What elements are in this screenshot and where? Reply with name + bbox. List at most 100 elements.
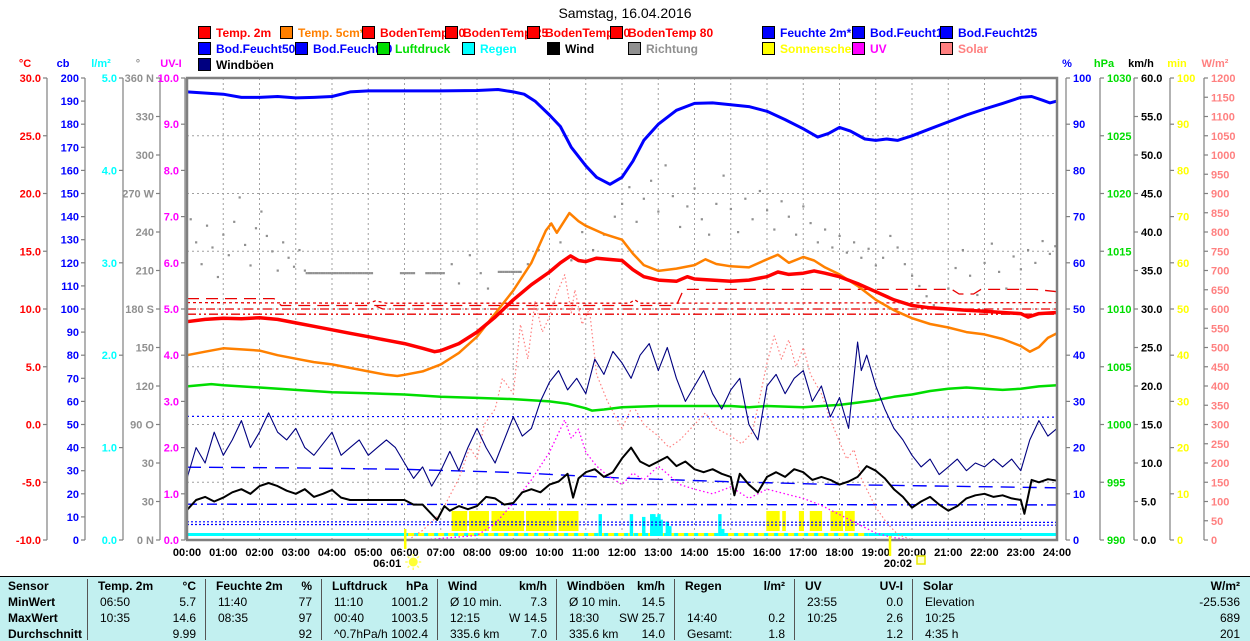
axis-tick-label: 1150 [1211,92,1235,104]
axis-tick-label: -5.0 [22,477,41,489]
x-axis-label: 08:00 [463,547,491,559]
direction-dot [537,248,540,252]
axis-tick-label: 55.0 [1141,112,1162,124]
direction-dot [925,295,928,298]
table-cell: 335.6 km [450,627,500,641]
direction-dot [408,272,411,275]
table-cell: MaxWert [8,611,58,625]
axis-tick-label: 130 [61,235,79,247]
axis-tick-label: 5.0 [164,304,179,316]
axis-tick-label: 30 [1073,396,1085,408]
direction-dot [342,272,345,275]
legend-label: BodenTemp 25 [463,26,549,40]
x-axis-label: 04:00 [318,547,346,559]
axis-tick-label: 20.0 [1141,381,1162,393]
axis-tick-label: 0 [73,535,79,547]
axis-tick-label: 0.0 [1141,535,1156,547]
table-separator [556,579,557,640]
axis-tick-label: 0 [1177,535,1183,547]
direction-dot [333,272,337,275]
direction-dot [737,231,740,234]
axis-tick-label: 1200 [1211,73,1235,85]
direction-dot [244,243,247,247]
direction-dot [412,272,416,275]
direction-dot [512,270,516,273]
direction-dot [954,266,957,270]
axis-tick-label: 25.0 [1141,343,1162,355]
direction-dot [795,233,798,236]
axis-tick-label: 0 N [137,535,154,547]
direction-dot [831,246,834,249]
axis-tick-label: 30.0 [20,73,41,85]
table-cell: 4:35 h [925,627,959,641]
table-cell: l/m² [763,579,785,593]
axis-tick-label: -10.0 [16,535,41,547]
table-cell: 97 [298,611,312,625]
table-cell: Gesamt: [687,627,733,641]
axis-tick-label: 10.0 [158,73,179,85]
direction-dot [425,272,428,275]
table-cell: 08:35 [218,611,249,625]
rain-bar [665,521,670,536]
axis-tick-label: 50 [1211,516,1223,528]
direction-dot [292,265,296,268]
table-cell: 14.0 [641,627,665,641]
legend-label: Temp. 2m [216,26,272,40]
direction-dot [404,272,407,275]
direction-dot [526,263,529,266]
direction-dot [327,272,330,275]
direction-dot [316,272,319,275]
direction-dot [346,272,350,275]
axis-tick-label: 200 [61,73,79,85]
direction-dot [628,186,631,189]
direction-dot [947,287,950,290]
axis-tick-label: 60 [67,396,79,408]
table-cell: Sensor [8,579,49,593]
direction-dot [457,282,461,285]
direction-dot [265,234,268,238]
direction-dot [882,256,885,259]
axis-tick-label: 90 [67,327,79,339]
legend-label: Luftdruck [395,42,451,56]
axis-tick-label: 70 [67,373,79,385]
legend-item-luftdruck: Luftdruck [377,42,451,56]
legend-swatch [762,26,775,39]
axis-header-hpa: hPa [1094,58,1115,70]
direction-dot [860,256,863,259]
direction-dot [502,270,505,273]
direction-dot [816,241,819,244]
axis-tick-label: 200 [1211,458,1229,470]
table-cell: ^0.7hPa/h [334,627,388,641]
table-cell: Regen [685,579,722,593]
x-axis-label: 14:00 [680,547,708,559]
axis-tick-label: 1.0 [164,489,179,501]
direction-dot [896,246,899,249]
direction-dot [671,195,674,198]
table-cell: Elevation [925,595,975,609]
legend-label: UV [870,42,887,56]
x-axis-label: 12:00 [608,547,636,559]
legend-swatch [940,26,953,39]
direction-dot [592,248,595,252]
axis-tick-label: 80 [1177,165,1189,177]
sunshine-block [782,511,786,531]
table-cell: km/h [636,579,665,593]
direction-dot [331,272,334,275]
axis-tick-label: 60.0 [1141,73,1162,85]
table-separator [794,579,795,640]
direction-dot [693,187,696,190]
table-cell: hPa [405,579,428,593]
axis-tick-label: 1.0 [102,443,117,455]
direction-dot [442,272,445,275]
direction-dot [486,287,490,290]
direction-dot [499,270,503,273]
table-cell: SW 25.7 [618,611,665,625]
legend-swatch [940,42,953,55]
direction-dot [360,272,363,275]
direction-dot [845,251,848,254]
table-cell: W 14.5 [508,611,547,625]
direction-dot [1041,239,1044,243]
axis-tick-label: 1000 [1107,420,1131,432]
axis-tick-label: 5.0 [102,73,117,85]
